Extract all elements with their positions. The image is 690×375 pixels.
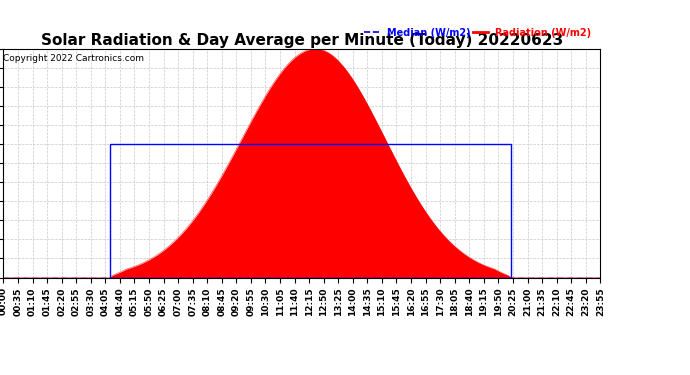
Bar <box>110 144 511 278</box>
Text: Copyright 2022 Cartronics.com: Copyright 2022 Cartronics.com <box>3 54 144 63</box>
Legend: Median (W/m2), Radiation (W/m2): Median (W/m2), Radiation (W/m2) <box>360 24 595 42</box>
Title: Solar Radiation & Day Average per Minute (Today) 20220623: Solar Radiation & Day Average per Minute… <box>41 33 563 48</box>
